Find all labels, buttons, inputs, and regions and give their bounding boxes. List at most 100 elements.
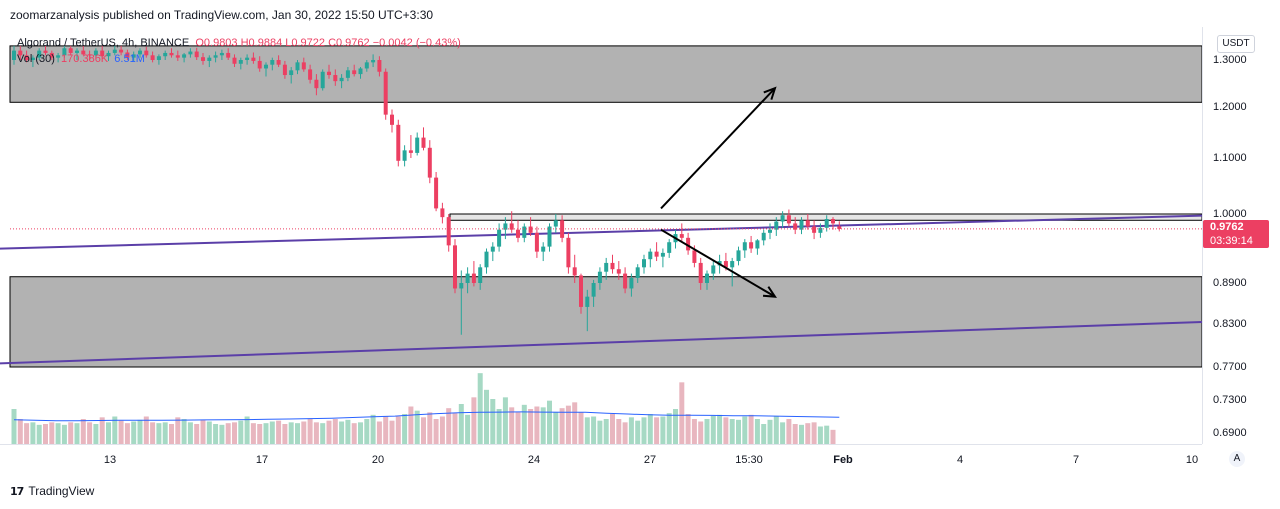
- candle-body: [497, 229, 502, 247]
- candle-body: [471, 273, 476, 283]
- volume-bar: [345, 419, 351, 444]
- candle-body: [459, 283, 464, 289]
- candle-body: [182, 54, 187, 58]
- volume-bar: [761, 424, 767, 444]
- volume-bar: [786, 419, 792, 444]
- arrow-head-down: [762, 286, 777, 298]
- trendline: [0, 321, 1202, 365]
- volume-bar: [534, 406, 540, 444]
- candle-body: [112, 49, 117, 53]
- candle-body: [138, 50, 142, 55]
- volume-bar: [628, 417, 634, 444]
- candle-body: [18, 50, 23, 56]
- volume-bar: [458, 404, 464, 444]
- volume-bar: [421, 417, 426, 444]
- chart-pane[interactable]: [0, 27, 1202, 444]
- candle-body: [503, 223, 508, 230]
- candle-body: [837, 226, 842, 229]
- candle-body: [818, 227, 823, 233]
- volume-bar: [439, 416, 445, 444]
- volume-bar: [150, 422, 156, 444]
- candle-body: [75, 50, 79, 53]
- time-tick-label: 15:30: [735, 454, 763, 466]
- candle-body: [390, 114, 394, 125]
- volume-bar: [339, 421, 345, 444]
- volume-bar: [597, 420, 603, 444]
- volume-bar: [370, 414, 376, 444]
- candle-body: [12, 50, 16, 60]
- volume-bar: [452, 413, 458, 444]
- candle-body: [100, 50, 105, 57]
- price-chart[interactable]: [0, 27, 1202, 444]
- legend: Algorand / TetherUS, 4h, BINANCE O0.9803…: [17, 35, 461, 67]
- volume-bar: [817, 426, 823, 444]
- candle-body: [276, 60, 281, 65]
- candle-body: [755, 240, 760, 249]
- volume-bar: [112, 416, 118, 444]
- price-tick-label: 0.7300: [1213, 394, 1247, 406]
- volume-bar: [509, 407, 515, 444]
- candle-body: [812, 226, 817, 233]
- price-tick-label: 0.6900: [1213, 427, 1247, 439]
- candle-body: [30, 57, 35, 60]
- legend-vol-label[interactable]: Vol (30): [17, 53, 55, 65]
- volume-bar: [433, 419, 439, 444]
- volume-layer: [11, 373, 840, 444]
- volume-bar: [748, 414, 754, 444]
- auto-scale-button[interactable]: A: [1229, 451, 1245, 467]
- volume-bar: [24, 423, 30, 444]
- volume-bar: [830, 429, 836, 444]
- legend-symbol[interactable]: Algorand / TetherUS, 4h, BINANCE: [17, 37, 190, 49]
- candle-body: [453, 245, 457, 289]
- price-tick-label: 1.3000: [1213, 54, 1247, 66]
- volume-bar: [773, 416, 779, 444]
- volume-bar: [156, 423, 162, 444]
- candle-body: [81, 50, 86, 55]
- time-tick-label: 27: [643, 454, 657, 466]
- candle-body: [213, 55, 218, 58]
- candle-body: [320, 71, 325, 89]
- candle-body: [282, 64, 287, 76]
- candle-body: [553, 220, 558, 227]
- volume-bar: [383, 416, 389, 444]
- volume-bar: [427, 412, 433, 444]
- legend-vol-value: 170.386K: [61, 53, 109, 65]
- volume-bar: [131, 421, 137, 444]
- candle-body: [774, 221, 779, 230]
- candle-body: [327, 71, 331, 76]
- currency-button[interactable]: USDT: [1217, 35, 1255, 53]
- candle-body: [245, 57, 250, 60]
- candle-body: [547, 226, 552, 247]
- time-tick-label: Feb: [833, 454, 853, 466]
- candle-body: [43, 50, 48, 53]
- volume-bar: [395, 416, 401, 444]
- candle-body: [219, 52, 224, 56]
- volume-bar: [307, 419, 313, 444]
- candle-body: [528, 226, 533, 233]
- volume-bar: [805, 423, 811, 444]
- volume-bar: [169, 424, 174, 444]
- volume-bar: [414, 410, 420, 444]
- candle-body: [616, 269, 621, 274]
- volume-bar: [666, 413, 672, 444]
- candle-body: [642, 259, 646, 268]
- candle-body: [534, 232, 539, 252]
- candle-body: [667, 242, 672, 253]
- volume-bar: [206, 421, 212, 444]
- price-tick-label: 1.2000: [1213, 101, 1247, 113]
- volume-bar: [295, 423, 300, 444]
- volume-bar: [351, 423, 357, 444]
- volume-bar: [622, 422, 628, 444]
- candle-body: [251, 57, 256, 61]
- time-axis[interactable]: 13 17 20 24 27 15:30 Feb 4 7 10: [0, 444, 1202, 473]
- candle-body: [768, 229, 772, 233]
- volume-bar: [553, 412, 559, 444]
- candle-body: [509, 223, 514, 230]
- brand-name: TradingView: [28, 484, 95, 498]
- volume-bar: [326, 420, 332, 444]
- arrow-head-up: [763, 86, 777, 100]
- candle-body: [421, 137, 426, 148]
- candle-body: [434, 177, 439, 209]
- time-tick-label: 4: [956, 454, 964, 466]
- candle-body: [24, 55, 29, 60]
